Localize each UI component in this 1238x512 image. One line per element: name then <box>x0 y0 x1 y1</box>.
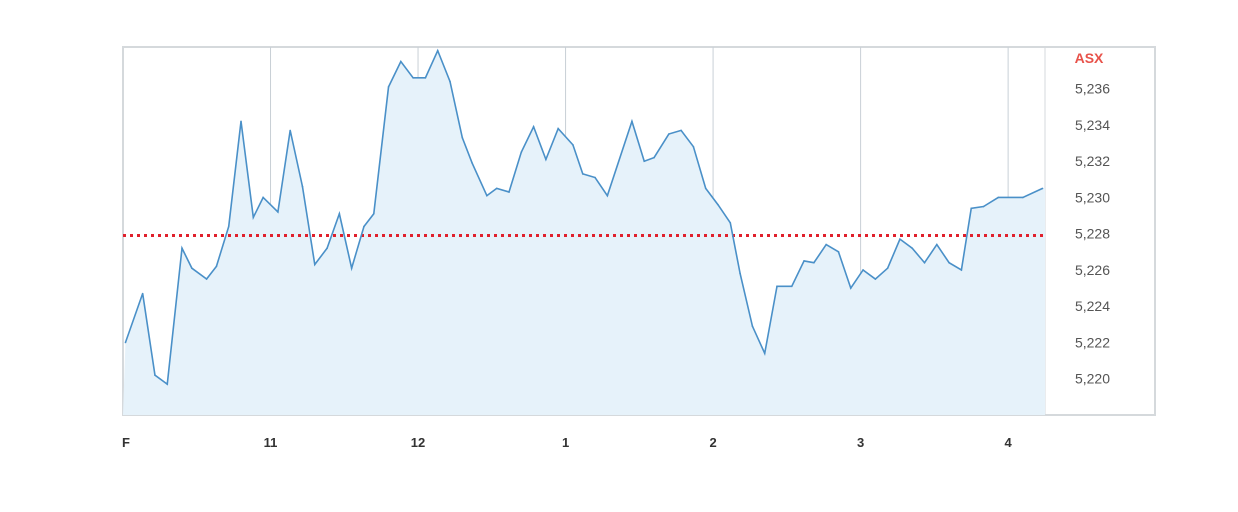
data-point <box>606 194 609 197</box>
data-point <box>960 269 963 271</box>
data-point <box>692 145 695 148</box>
data-point <box>982 205 985 208</box>
data-point <box>326 247 328 250</box>
data-point <box>631 120 633 123</box>
data-point <box>166 383 169 385</box>
data-point <box>191 267 193 269</box>
exchange-label: ASX <box>1075 50 1104 66</box>
data-point <box>557 127 559 130</box>
data-point <box>862 269 864 271</box>
data-point <box>141 292 144 295</box>
data-point <box>997 196 1000 199</box>
y-tick-label: 5,232 <box>1075 153 1110 169</box>
x-tick-label: 12 <box>411 435 425 450</box>
data-point <box>911 247 914 250</box>
data-point <box>400 60 402 63</box>
data-point <box>227 225 230 228</box>
data-point <box>154 374 156 376</box>
data-point <box>970 207 973 210</box>
data-point <box>739 272 741 275</box>
y-tick-label: 5,220 <box>1075 371 1110 387</box>
y-tick-label: 5,226 <box>1075 262 1110 278</box>
data-point <box>338 212 341 215</box>
data-point <box>704 187 707 190</box>
data-point <box>680 129 682 132</box>
data-point <box>387 86 390 88</box>
data-point <box>813 261 815 264</box>
data-point <box>289 129 291 132</box>
data-point <box>717 203 719 206</box>
data-point <box>124 341 127 344</box>
data-point <box>449 80 451 83</box>
y-tick-label: 5,234 <box>1075 117 1110 133</box>
data-point <box>412 77 414 79</box>
data-point <box>495 187 498 190</box>
data-point <box>572 144 574 146</box>
data-point <box>594 176 596 179</box>
data-point <box>837 251 840 253</box>
data-point <box>240 120 242 123</box>
y-tick-label: 5,230 <box>1075 189 1110 205</box>
y-axis-labels: 5,220 5,222 5,224 5,226 5,228 5,230 5,232 5,234… <box>1075 81 1110 387</box>
data-point <box>776 285 778 288</box>
y-tick-label: 5,228 <box>1075 226 1110 242</box>
data-point <box>205 278 208 280</box>
data-point <box>948 261 950 264</box>
data-point <box>545 158 547 161</box>
data-point <box>520 151 523 153</box>
data-point <box>643 160 646 163</box>
data-point <box>277 211 279 213</box>
data-point <box>181 247 183 250</box>
x-tick-label: 3 <box>857 435 864 450</box>
data-point <box>350 267 353 269</box>
data-point <box>825 243 827 246</box>
data-point <box>508 191 510 193</box>
data-point <box>751 325 754 327</box>
data-point <box>1022 196 1024 199</box>
x-tick-label: F <box>122 435 130 450</box>
data-point <box>532 125 535 128</box>
y-tick-label: 5,224 <box>1075 298 1110 314</box>
data-point <box>803 260 805 262</box>
data-point <box>252 216 255 219</box>
data-point <box>461 136 464 139</box>
data-point <box>301 185 304 188</box>
data-point <box>849 287 852 289</box>
data-point <box>790 285 793 288</box>
data-point <box>262 196 264 199</box>
y-tick-label: 5,222 <box>1075 334 1110 350</box>
data-point <box>215 265 218 268</box>
data-point <box>899 238 901 240</box>
data-point <box>936 243 938 246</box>
data-point <box>372 212 375 215</box>
data-point <box>436 49 439 52</box>
data-point <box>763 352 766 355</box>
data-point <box>653 156 655 159</box>
data-point <box>1041 187 1044 190</box>
data-point <box>581 173 584 175</box>
x-tick-label: 2 <box>709 435 716 450</box>
data-point <box>313 263 316 266</box>
x-axis-labels: F 11 12 1 2 3 4 <box>122 435 1012 450</box>
data-point <box>923 261 926 264</box>
price-area-fill <box>123 50 1045 416</box>
data-point <box>363 225 365 228</box>
data-point <box>471 162 473 164</box>
data-point <box>886 267 889 269</box>
data-point <box>874 278 877 280</box>
y-tick-label: 5,236 <box>1075 81 1110 97</box>
data-point <box>668 133 670 135</box>
data-point <box>486 194 488 197</box>
data-point <box>424 77 427 79</box>
x-tick-label: 4 <box>1005 435 1013 450</box>
x-tick-label: 1 <box>562 435 569 450</box>
data-points <box>124 49 1044 385</box>
data-point <box>729 222 732 224</box>
x-tick-label: 11 <box>264 435 278 450</box>
